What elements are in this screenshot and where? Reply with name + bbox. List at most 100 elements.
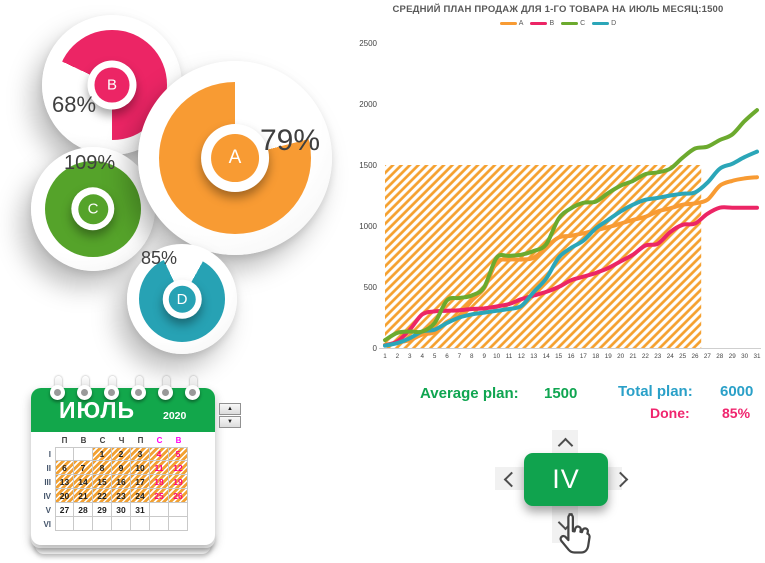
- calendar-day-14: 14: [74, 475, 93, 489]
- svg-text:7: 7: [458, 353, 462, 360]
- calendar-day-header: В: [80, 435, 87, 445]
- calendar-day-23: 23: [112, 489, 131, 503]
- svg-text:15: 15: [555, 353, 563, 360]
- svg-text:19: 19: [605, 353, 613, 360]
- calendar-year: 2020: [163, 410, 187, 422]
- calendar-day-header: П: [61, 435, 68, 445]
- series-line-d: [383, 149, 759, 348]
- legend-label: B: [549, 20, 555, 27]
- average-plan-value: 1500: [544, 385, 578, 402]
- calendar-week-label: III: [44, 477, 51, 487]
- calendar-day-3: 3: [131, 447, 150, 461]
- gauge-b: B: [42, 15, 182, 155]
- calendar-week-label: VI: [43, 519, 51, 529]
- legend-label: C: [580, 20, 586, 27]
- svg-text:1500: 1500: [359, 161, 377, 170]
- svg-text:23: 23: [654, 353, 662, 360]
- svg-text:14: 14: [543, 353, 551, 360]
- calendar-week-label: I: [48, 449, 51, 459]
- calendar-day-2: 2: [112, 447, 131, 461]
- calendar-grid: П В С Ч П С В I 1 2 3 4 5 II 6 7 8 9 10 11 12 III 13 14 15 16 17 18…: [35, 433, 188, 531]
- legend-swatch: [530, 21, 548, 26]
- svg-text:10: 10: [493, 353, 501, 360]
- gauge-d: D: [127, 244, 237, 354]
- gauge-b-letter: B: [94, 67, 130, 103]
- calendar-day-20: 20: [55, 489, 74, 503]
- svg-text:2500: 2500: [359, 39, 377, 48]
- binder-ring-icon: [131, 376, 147, 404]
- done-value: 85%: [722, 405, 751, 421]
- series-line-c: [383, 108, 759, 343]
- gauge-b-hub: B: [87, 60, 137, 110]
- chart-legend: A B C D: [352, 20, 764, 27]
- calendar-day-17: 17: [131, 475, 150, 489]
- svg-text:20: 20: [617, 353, 625, 360]
- binder-ring-icon: [104, 376, 120, 404]
- calendar-day-22: 22: [93, 489, 112, 503]
- calendar-day-header: В: [175, 435, 182, 445]
- spinner-up-button[interactable]: ▲: [219, 403, 241, 415]
- calendar-day-10: 10: [131, 461, 150, 475]
- svg-text:6: 6: [445, 353, 449, 360]
- calendar-day-11: 11: [150, 461, 169, 475]
- svg-text:16: 16: [567, 353, 575, 360]
- calendar-day-30: 30: [112, 503, 131, 517]
- calendar-day-24: 24: [131, 489, 150, 503]
- svg-text:31: 31: [753, 353, 761, 360]
- calendar-empty-cell: [74, 517, 93, 531]
- svg-text:18: 18: [592, 353, 600, 360]
- svg-text:27: 27: [704, 353, 712, 360]
- calendar-empty-cell: [150, 503, 169, 517]
- binder-ring-icon: [185, 376, 201, 404]
- gauge-a-hub: A: [201, 124, 269, 192]
- calendar-empty-cell: [169, 503, 188, 517]
- calendar-day-6: 6: [55, 461, 74, 475]
- calendar-day-8: 8: [93, 461, 112, 475]
- calendar-month: ИЮЛЬ: [59, 397, 136, 423]
- gauge-d-letter: D: [168, 285, 196, 313]
- svg-text:9: 9: [482, 353, 486, 360]
- week-selector-button[interactable]: IV: [524, 453, 608, 506]
- svg-text:22: 22: [642, 353, 650, 360]
- legend-label: D: [611, 20, 617, 27]
- calendar-empty-cell: [93, 517, 112, 531]
- binder-ring-icon: [50, 376, 66, 404]
- svg-text:17: 17: [580, 353, 588, 360]
- series-line-b: [383, 205, 759, 348]
- calendar-day-5: 5: [169, 447, 188, 461]
- svg-text:500: 500: [364, 283, 378, 292]
- calendar-week-label: V: [45, 505, 51, 515]
- calendar-day-13: 13: [55, 475, 74, 489]
- total-plan-label: Total plan:: [618, 383, 693, 400]
- calendar-day-15: 15: [93, 475, 112, 489]
- gauge-b-percent: 68%: [52, 92, 97, 117]
- binder-ring-icon: [77, 376, 93, 404]
- calendar-day-27: 27: [55, 503, 74, 517]
- triangle-down-icon: ▼: [227, 419, 233, 425]
- calendar-day-26: 26: [169, 489, 188, 503]
- calendar-widget: ИЮЛЬ 2020 П В С Ч П С В I 1 2 3 4 5 II 6 7 8 9 10 11 12 III 13…: [31, 376, 215, 545]
- svg-text:30: 30: [741, 353, 749, 360]
- calendar-day-18: 18: [150, 475, 169, 489]
- calendar-day-header: С: [156, 435, 163, 445]
- calendar-empty-cell: [169, 517, 188, 531]
- svg-text:2: 2: [396, 353, 400, 360]
- calendar-day-header: Ч: [118, 435, 125, 445]
- calendar-day-16: 16: [112, 475, 131, 489]
- mouse-cursor-hand-icon: [559, 513, 591, 554]
- svg-text:1000: 1000: [359, 222, 377, 231]
- svg-text:8: 8: [470, 353, 474, 360]
- spinner-down-button[interactable]: ▼: [219, 416, 241, 428]
- calendar-day-9: 9: [112, 461, 131, 475]
- svg-text:12: 12: [518, 353, 526, 360]
- svg-text:3: 3: [408, 353, 412, 360]
- svg-text:25: 25: [679, 353, 687, 360]
- total-plan-value: 6000: [720, 383, 754, 400]
- svg-text:4: 4: [420, 353, 424, 360]
- calendar-empty-cell: [74, 447, 93, 461]
- triangle-up-icon: ▲: [227, 406, 233, 412]
- legend-label: A: [518, 20, 524, 27]
- gauge-c: C: [31, 147, 155, 271]
- calendar-spinner: ▲ ▼: [219, 403, 241, 428]
